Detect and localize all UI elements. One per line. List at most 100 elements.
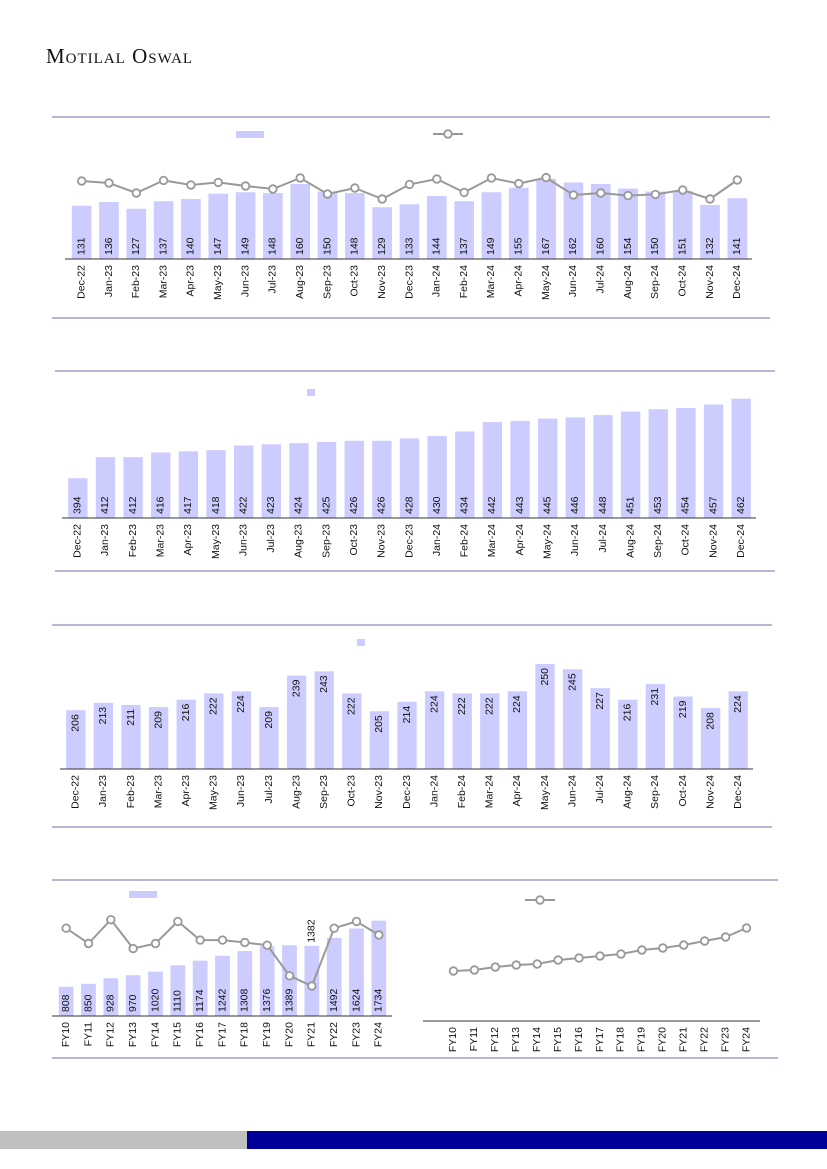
line-marker — [404, 179, 415, 190]
bar — [538, 418, 558, 518]
data-label: 423 — [265, 496, 277, 514]
bar — [259, 707, 279, 769]
bar — [565, 417, 586, 518]
data-label: 443 — [514, 496, 526, 514]
data-label: 231 — [649, 688, 661, 706]
bar — [452, 693, 472, 769]
data-label: 430 — [431, 496, 443, 514]
data-label: 1389 — [283, 988, 295, 1012]
bar — [317, 191, 338, 259]
tick-label: May-23 — [210, 524, 222, 559]
data-label: 425 — [320, 496, 332, 514]
bar — [99, 202, 119, 259]
data-label: 162 — [567, 237, 579, 255]
bar — [103, 978, 119, 1016]
line-marker — [104, 178, 114, 188]
line-marker — [568, 190, 579, 200]
bar — [204, 693, 224, 769]
legend-bar-swatch — [236, 131, 264, 138]
data-label: 1020 — [149, 988, 161, 1012]
bar — [369, 711, 390, 769]
bar — [68, 478, 88, 518]
bar — [676, 408, 696, 518]
data-label: 224 — [428, 695, 440, 713]
data-label: 160 — [595, 237, 607, 255]
data-label: 224 — [511, 695, 523, 713]
tick-label: Apr-23 — [180, 775, 192, 807]
bar — [263, 193, 283, 259]
tick-label: Nov-24 — [704, 265, 716, 299]
bar — [208, 193, 229, 259]
bar — [58, 986, 74, 1016]
tick-label: Feb-24 — [458, 265, 470, 298]
tick-label: Sep-24 — [652, 524, 664, 558]
bar — [235, 192, 256, 259]
data-label: 154 — [622, 237, 634, 255]
bar — [316, 441, 337, 518]
tick-label: Aug-24 — [622, 775, 634, 809]
bar — [562, 669, 583, 769]
bar — [727, 198, 748, 259]
bar — [620, 411, 641, 518]
tick-label: Nov-23 — [376, 265, 388, 299]
tick-label: Dec-24 — [732, 775, 744, 809]
data-label: 227 — [594, 692, 606, 710]
data-label: 216 — [180, 704, 192, 722]
chart-3: 206 Dec-22 213 Jan-23 211 Feb-23 209 Mar-23 216 A… — [52, 624, 772, 828]
data-label: 394 — [72, 496, 84, 514]
bar — [618, 188, 638, 259]
tick-label: Jun-23 — [237, 524, 249, 556]
bar — [536, 178, 556, 259]
data-label: 412 — [99, 496, 111, 514]
data-label: 205 — [373, 715, 385, 733]
bar — [261, 444, 281, 518]
bar — [372, 440, 392, 518]
tick-label: Mar-24 — [485, 265, 497, 298]
tick-label: Apr-23 — [182, 524, 194, 556]
bar — [282, 945, 297, 1016]
tick-label: Jul-23 — [267, 265, 279, 294]
bar — [192, 960, 208, 1016]
data-label: 224 — [235, 695, 247, 713]
data-label: 209 — [152, 711, 164, 729]
bar — [148, 707, 169, 769]
tick-label: Jun-24 — [566, 775, 578, 807]
tick-label: FY12 — [489, 1027, 501, 1052]
data-label: 446 — [569, 496, 581, 514]
tick-label: Oct-24 — [680, 524, 692, 556]
line-marker — [732, 175, 743, 185]
line-marker — [329, 923, 339, 933]
tick-label: Dec-22 — [75, 265, 87, 299]
data-label: 167 — [540, 237, 552, 255]
data-label: 1382 — [306, 919, 318, 943]
line-marker — [322, 189, 333, 199]
tick-label: Feb-23 — [130, 265, 142, 298]
tick-label: FY19 — [261, 1022, 273, 1047]
tick-label: Feb-23 — [127, 524, 139, 557]
bar — [93, 702, 114, 769]
data-label: 428 — [403, 496, 415, 514]
legend-bar-swatch — [129, 891, 157, 898]
data-label: 149 — [239, 237, 251, 255]
bar — [289, 443, 309, 518]
tick-label: FY12 — [105, 1022, 117, 1047]
data-label: 928 — [105, 994, 117, 1012]
data-label: 417 — [182, 496, 194, 514]
legend-bar-swatch — [357, 639, 365, 646]
tick-label: FY10 — [447, 1027, 459, 1052]
bar — [314, 671, 334, 769]
data-label: 214 — [401, 706, 413, 724]
line-marker — [596, 188, 606, 198]
line-marker — [432, 174, 442, 184]
line-marker — [574, 953, 584, 963]
data-label: 1376 — [261, 988, 273, 1012]
bar — [645, 683, 666, 769]
bar — [424, 691, 445, 769]
tick-label: FY20 — [657, 1027, 669, 1052]
line-marker — [268, 184, 278, 194]
data-label: 137 — [157, 237, 169, 255]
tick-label: Nov-24 — [707, 524, 719, 558]
line-marker — [374, 930, 384, 940]
line-marker — [195, 935, 205, 945]
tick-label: Sep-23 — [320, 524, 332, 558]
